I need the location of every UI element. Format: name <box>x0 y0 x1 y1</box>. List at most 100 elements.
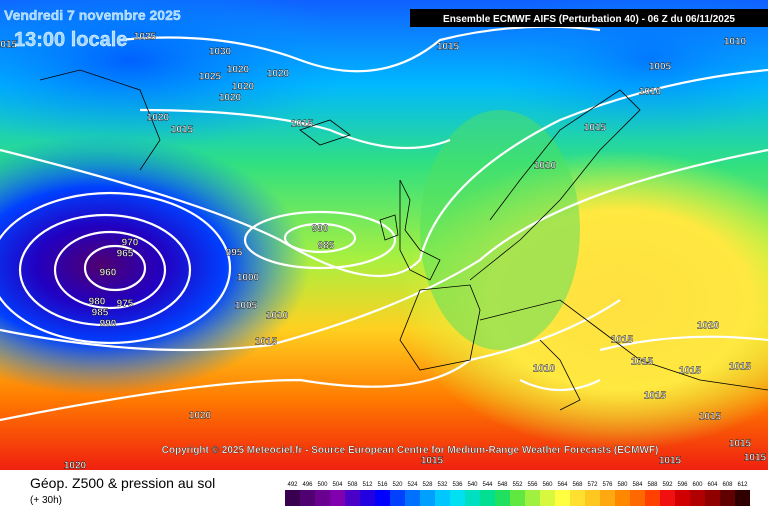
legend-swatch <box>525 490 540 506</box>
isobar-label: 1000 <box>237 273 260 284</box>
isobar-label: 1020 <box>219 93 242 104</box>
isobar-label: 1020 <box>232 82 255 93</box>
legend-swatch <box>675 490 690 506</box>
legend-swatch <box>585 490 600 506</box>
isobar-label: 960 <box>100 268 117 279</box>
footer-lead: (+ 30h) <box>30 495 62 506</box>
isobar-label: 1015 <box>631 357 654 368</box>
field-blob <box>0 135 310 395</box>
isobar-label: 1010 <box>266 311 289 322</box>
isobar-label: 995 <box>226 248 243 259</box>
isobar-label: 1020 <box>189 411 212 422</box>
legend-swatch <box>405 490 420 506</box>
legend-swatch <box>615 490 630 506</box>
legend-swatch <box>465 490 480 506</box>
legend-swatch <box>690 490 705 506</box>
legend-swatch <box>510 490 525 506</box>
legend-label: 564 <box>557 482 568 488</box>
run-info: Ensemble ECMWF AIFS (Perturbation 40) - … <box>443 14 735 25</box>
isobar-label: 980 <box>89 297 106 308</box>
isobar-label: 970 <box>122 238 139 249</box>
isobar-label: 1015 <box>644 391 667 402</box>
isobar-label: 1015 <box>255 337 278 348</box>
isobar-label: 1020 <box>64 461 87 472</box>
legend-label: 580 <box>617 482 628 488</box>
legend-label: 520 <box>392 482 403 488</box>
legend-label: 588 <box>647 482 658 488</box>
legend-swatch <box>315 490 330 506</box>
legend-label: 600 <box>692 482 703 488</box>
field-blob <box>0 0 350 150</box>
legend-swatch <box>480 490 495 506</box>
isobar-label: 1005 <box>235 301 258 312</box>
legend-label: 596 <box>677 482 688 488</box>
isobar-label: 985 <box>92 308 109 319</box>
legend-swatch <box>300 490 315 506</box>
legend-swatch <box>420 490 435 506</box>
legend-label: 492 <box>287 482 298 488</box>
legend-swatch <box>720 490 735 506</box>
isobar-label: 1005 <box>649 62 672 73</box>
isobar-label: 1015 <box>171 125 194 136</box>
legend-swatch <box>330 490 345 506</box>
isobar-label: 1015 <box>659 456 682 467</box>
isobar-label: 1015 <box>0 40 18 51</box>
legend-swatch <box>390 490 405 506</box>
legend-swatch <box>285 490 300 506</box>
isobar-label: 1015 <box>611 335 634 346</box>
legend-label: 584 <box>632 482 643 488</box>
isobar-label: 1015 <box>291 119 314 130</box>
legend-label: 536 <box>452 482 463 488</box>
legend-label: 512 <box>362 482 373 488</box>
isobar-label: 1015 <box>679 366 702 377</box>
legend-swatch <box>645 490 660 506</box>
isobar-label: 1015 <box>437 42 460 53</box>
legend-label: 612 <box>737 482 748 488</box>
legend-swatch <box>375 490 390 506</box>
isobar-label: 990 <box>312 224 329 235</box>
legend-swatch <box>705 490 720 506</box>
isobar-label: 1010 <box>533 364 556 375</box>
isobar-lines <box>0 25 768 422</box>
legend-swatch <box>450 490 465 506</box>
legend-label: 568 <box>572 482 583 488</box>
legend-label: 552 <box>512 482 523 488</box>
legend-swatch <box>345 490 360 506</box>
date: Vendredi 7 novembre 2025 <box>4 7 181 23</box>
field-blob <box>420 110 580 350</box>
isobar-label: 1015 <box>729 439 752 450</box>
isobar-label: 1015 <box>744 453 767 464</box>
legend-swatch <box>660 490 675 506</box>
legend-label: 500 <box>317 482 328 488</box>
legend-label: 528 <box>422 482 433 488</box>
legend-swatch <box>435 490 450 506</box>
isobar-label: 965 <box>117 249 134 260</box>
legend-label: 532 <box>437 482 448 488</box>
field-blob <box>490 0 768 140</box>
local-time: 13:00 locale <box>14 29 127 51</box>
legend-swatch <box>540 490 555 506</box>
isobar-label: 1010 <box>639 87 662 98</box>
legend-swatch <box>570 490 585 506</box>
isobar-label: 1010 <box>724 37 747 48</box>
legend-label: 504 <box>332 482 343 488</box>
legend-label: 560 <box>542 482 553 488</box>
isobar-label: 1015 <box>421 456 444 467</box>
legend-swatch <box>630 490 645 506</box>
legend-label: 572 <box>587 482 598 488</box>
legend-swatch <box>360 490 375 506</box>
legend-label: 548 <box>497 482 508 488</box>
legend-swatch <box>495 490 510 506</box>
legend-label: 576 <box>602 482 613 488</box>
legend-swatch <box>555 490 570 506</box>
legend-swatch <box>735 490 750 506</box>
legend-label: 604 <box>707 482 718 488</box>
isobar-label: 990 <box>100 319 117 330</box>
run-box <box>410 9 768 27</box>
legend-label: 544 <box>482 482 493 488</box>
isobar-label: 1030 <box>209 47 232 58</box>
isobar-label: 1010 <box>534 161 557 172</box>
isobar-label: 1025 <box>134 32 157 43</box>
isobar-label: 975 <box>117 299 134 310</box>
